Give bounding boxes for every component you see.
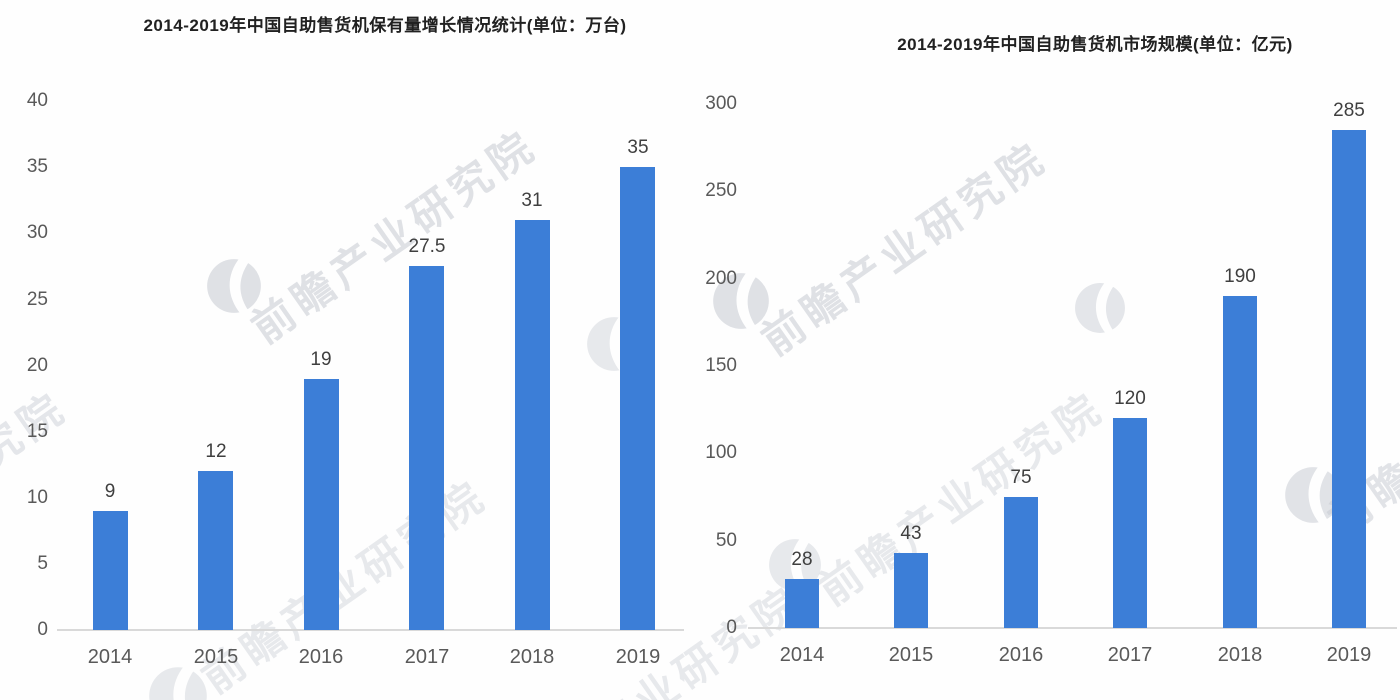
bar-2019 <box>1332 130 1366 628</box>
y-axis-tick-label: 150 <box>705 355 737 376</box>
y-axis-tick-label: 250 <box>705 180 737 201</box>
chart-market-size-title: 2014-2019年中国自助售货机市场规模(单位：亿元) <box>897 35 1293 54</box>
x-axis-tick-label: 2016 <box>998 644 1044 666</box>
bar-2014 <box>93 511 128 630</box>
bar-value-label: 19 <box>310 349 332 370</box>
y-axis-tick-label: 35 <box>26 156 48 177</box>
y-axis-tick-label: 50 <box>715 530 737 551</box>
chart-holdings-title: 2014-2019年中国自助售货机保有量增长情况统计(单位：万台) <box>143 16 627 35</box>
bar-2014 <box>785 579 819 628</box>
qianzhan-logo-icon <box>1284 466 1342 524</box>
y-axis-tick-label: 100 <box>705 442 737 463</box>
x-axis-tick-label: 2016 <box>298 646 344 668</box>
bar-2016 <box>304 379 339 630</box>
qianzhan-logo-icon <box>206 258 262 314</box>
x-axis-tick-label: 2014 <box>779 644 825 666</box>
bar-2018 <box>1223 296 1257 628</box>
y-axis-tick-label: 200 <box>705 268 737 289</box>
y-axis-tick-label: 40 <box>26 90 48 111</box>
bar-value-label: 285 <box>1333 100 1365 121</box>
x-axis-tick-label: 2014 <box>87 646 133 668</box>
bar-2015 <box>198 471 233 630</box>
bar-value-label: 12 <box>205 441 227 462</box>
bar-value-label: 190 <box>1224 266 1256 287</box>
bar-2016 <box>1004 497 1038 628</box>
x-axis-tick-label: 2017 <box>1107 644 1153 666</box>
x-axis-tick-label: 2019 <box>1326 644 1372 666</box>
y-axis-tick-label: 300 <box>705 93 737 114</box>
bar-2018 <box>515 220 550 630</box>
y-axis-tick-label: 15 <box>26 421 48 442</box>
qianzhan-logo-icon <box>712 272 770 330</box>
bar-2017 <box>409 266 444 630</box>
x-axis-tick-label: 2017 <box>404 646 450 668</box>
bar-2017 <box>1113 418 1147 628</box>
x-axis-line <box>57 629 684 631</box>
bar-value-label: 43 <box>900 523 922 544</box>
x-axis-tick-label: 2015 <box>193 646 239 668</box>
x-axis-tick-label: 2015 <box>888 644 934 666</box>
bar-value-label: 27.5 <box>408 236 446 257</box>
bar-value-label: 120 <box>1114 388 1146 409</box>
y-axis-tick-label: 30 <box>26 222 48 243</box>
qianzhan-logo-icon <box>148 666 208 700</box>
x-axis-tick-label: 2019 <box>615 646 661 668</box>
qianzhan-logo-icon <box>768 538 822 592</box>
y-axis-tick-label: 0 <box>726 617 737 638</box>
x-axis-line <box>748 627 1397 629</box>
bar-value-label: 31 <box>521 190 543 211</box>
y-axis-tick-label: 20 <box>26 355 48 376</box>
y-axis-tick-label: 5 <box>37 553 48 574</box>
y-axis-tick-label: 25 <box>26 289 48 310</box>
y-axis-tick-label: 0 <box>37 619 48 640</box>
bar-2015 <box>894 553 928 628</box>
qianzhan-logo-icon <box>1074 282 1126 334</box>
bar-value-label: 35 <box>627 137 649 158</box>
y-axis-tick-label: 10 <box>26 487 48 508</box>
bar-2019 <box>620 167 655 630</box>
bar-value-label: 9 <box>104 481 116 502</box>
x-axis-tick-label: 2018 <box>509 646 555 668</box>
bar-value-label: 28 <box>791 549 813 570</box>
x-axis-tick-label: 2018 <box>1217 644 1263 666</box>
bar-value-label: 75 <box>1010 467 1032 488</box>
